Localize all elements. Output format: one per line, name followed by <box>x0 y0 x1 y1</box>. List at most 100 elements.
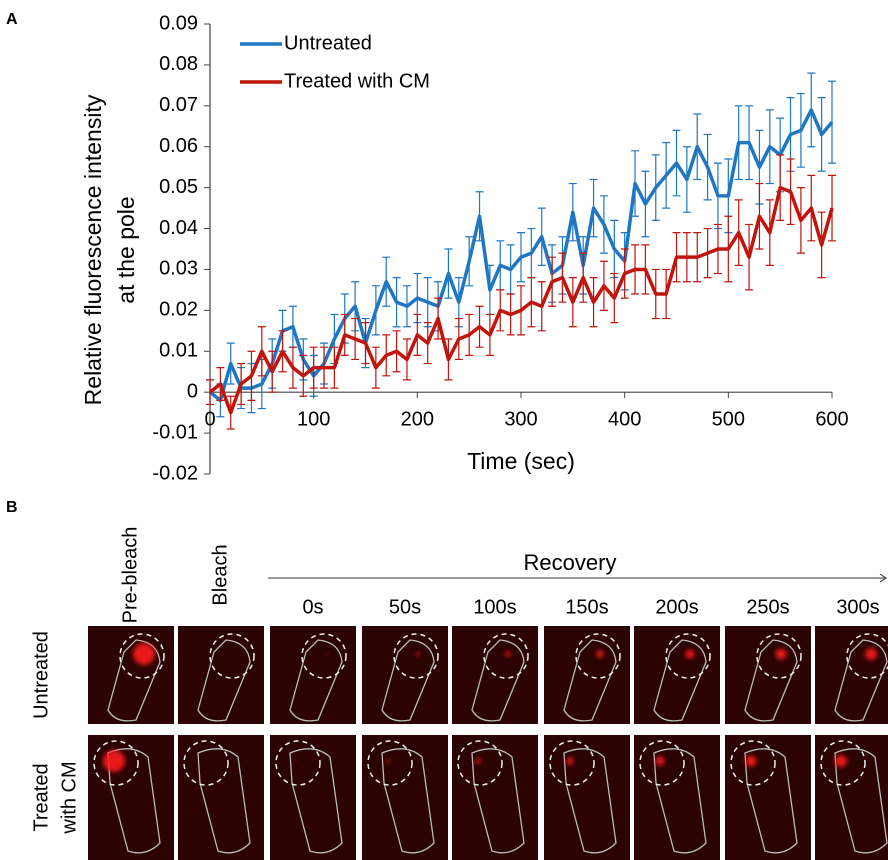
y-tick-label: 0.02 <box>159 299 198 321</box>
micrograph <box>178 735 264 860</box>
panel-label: B <box>6 499 18 516</box>
bleach-circle <box>457 740 503 786</box>
y-tick-label: 0.09 <box>159 12 198 34</box>
recovery-label: Recovery <box>524 550 617 575</box>
x-tick-label: 0 <box>204 408 215 430</box>
micrograph <box>452 626 538 724</box>
cell-outline <box>834 639 888 722</box>
bleach-circle <box>367 740 413 786</box>
micrograph-bg <box>634 735 720 860</box>
fluorescent-spot <box>295 760 297 762</box>
cell-outline <box>653 639 707 722</box>
bleach-circle <box>846 633 888 679</box>
cell-outline <box>197 639 251 722</box>
row-label: Treated <box>30 763 52 831</box>
y-tick-label: 0.06 <box>159 135 198 157</box>
fluorescent-spot <box>505 651 511 657</box>
time-label: 250s <box>746 596 789 618</box>
micrograph-bg <box>544 735 630 860</box>
cell-outline <box>834 748 888 854</box>
bleach-circle <box>275 740 321 786</box>
micrograph <box>634 626 720 724</box>
bleach-circle <box>575 633 621 679</box>
bleach-circle <box>549 740 595 786</box>
x-axis-title: Time (sec) <box>467 448 575 474</box>
column-label: Pre-bleach <box>119 527 141 624</box>
fluorescent-spot <box>566 757 574 765</box>
fluorescent-spot <box>475 758 481 764</box>
x-tick-label: 500 <box>712 408 745 430</box>
y-tick-label: -0.01 <box>152 421 198 443</box>
fluorescent-spot <box>655 756 665 766</box>
fluorescent-spot <box>133 643 155 665</box>
bleach-circle <box>639 740 685 786</box>
fluorescent-spot <box>865 648 877 660</box>
bleach-circle <box>730 740 776 786</box>
cell-outline <box>289 748 343 854</box>
x-tick-label: 400 <box>608 408 641 430</box>
cell-outline <box>289 639 343 722</box>
y-tick-label: 0 <box>187 380 198 402</box>
micrograph <box>544 735 630 860</box>
y-axis-title: at the pole <box>113 196 139 303</box>
x-tick-label: 200 <box>401 408 434 430</box>
micrograph <box>815 626 888 724</box>
fluorescent-spot <box>835 755 847 767</box>
cell-outline <box>381 748 435 854</box>
bleach-circle <box>119 633 165 679</box>
micrograph <box>452 735 538 860</box>
y-tick-label: 0.08 <box>159 53 198 75</box>
time-label: 200s <box>655 596 698 618</box>
cell-outline <box>471 639 525 722</box>
micrograph-bg <box>452 735 538 860</box>
fluorescent-spot <box>596 650 604 658</box>
bleach-circle <box>665 633 711 679</box>
micrograph <box>88 735 174 860</box>
fluorescent-spot <box>325 653 327 655</box>
cell-outline <box>744 748 798 854</box>
micrograph <box>544 626 630 724</box>
cell-outline <box>563 639 617 722</box>
time-label: 100s <box>473 596 516 618</box>
micrograph <box>362 735 448 860</box>
time-label: 150s <box>565 596 608 618</box>
bleach-circle <box>93 740 139 786</box>
y-tick-label: -0.02 <box>152 462 198 484</box>
micrograph-bg <box>270 735 356 860</box>
micrograph <box>815 735 888 860</box>
x-tick-label: 600 <box>815 408 848 430</box>
bleach-circle <box>183 740 229 786</box>
micrograph <box>634 735 720 860</box>
fluorescent-spot <box>775 648 787 660</box>
fluorescent-spot <box>745 755 757 767</box>
bleach-circle <box>209 633 255 679</box>
legend-label: Treated with CM <box>284 70 430 92</box>
panel-label: A <box>6 11 18 28</box>
micrograph-bg <box>88 735 174 860</box>
cell-outline <box>563 748 617 854</box>
series-line <box>208 185 834 415</box>
bleach-circle <box>756 633 802 679</box>
column-label: Bleach <box>209 544 231 605</box>
error-bar <box>206 379 214 406</box>
y-axis-title: Relative fluorescence intensity <box>80 94 106 405</box>
cell-outline <box>381 639 435 722</box>
cell-outline <box>653 748 707 854</box>
micrograph-bg <box>362 735 448 860</box>
micrograph-bg <box>815 735 888 860</box>
y-tick-label: 0.05 <box>159 176 198 198</box>
legend-label: Untreated <box>284 32 372 54</box>
fluorescent-spot <box>386 759 390 763</box>
row-label: with CM <box>58 761 80 834</box>
micrograph <box>270 735 356 860</box>
row-label: Untreated <box>30 631 52 719</box>
time-label: 300s <box>836 596 879 618</box>
y-tick-label: 0.04 <box>159 217 198 239</box>
cell-outline <box>744 639 798 722</box>
recovery-arrow <box>268 573 887 583</box>
y-tick-label: 0.07 <box>159 94 198 116</box>
fluorescent-spot <box>416 652 420 656</box>
cell-outline <box>471 748 525 854</box>
bleach-circle <box>820 740 866 786</box>
